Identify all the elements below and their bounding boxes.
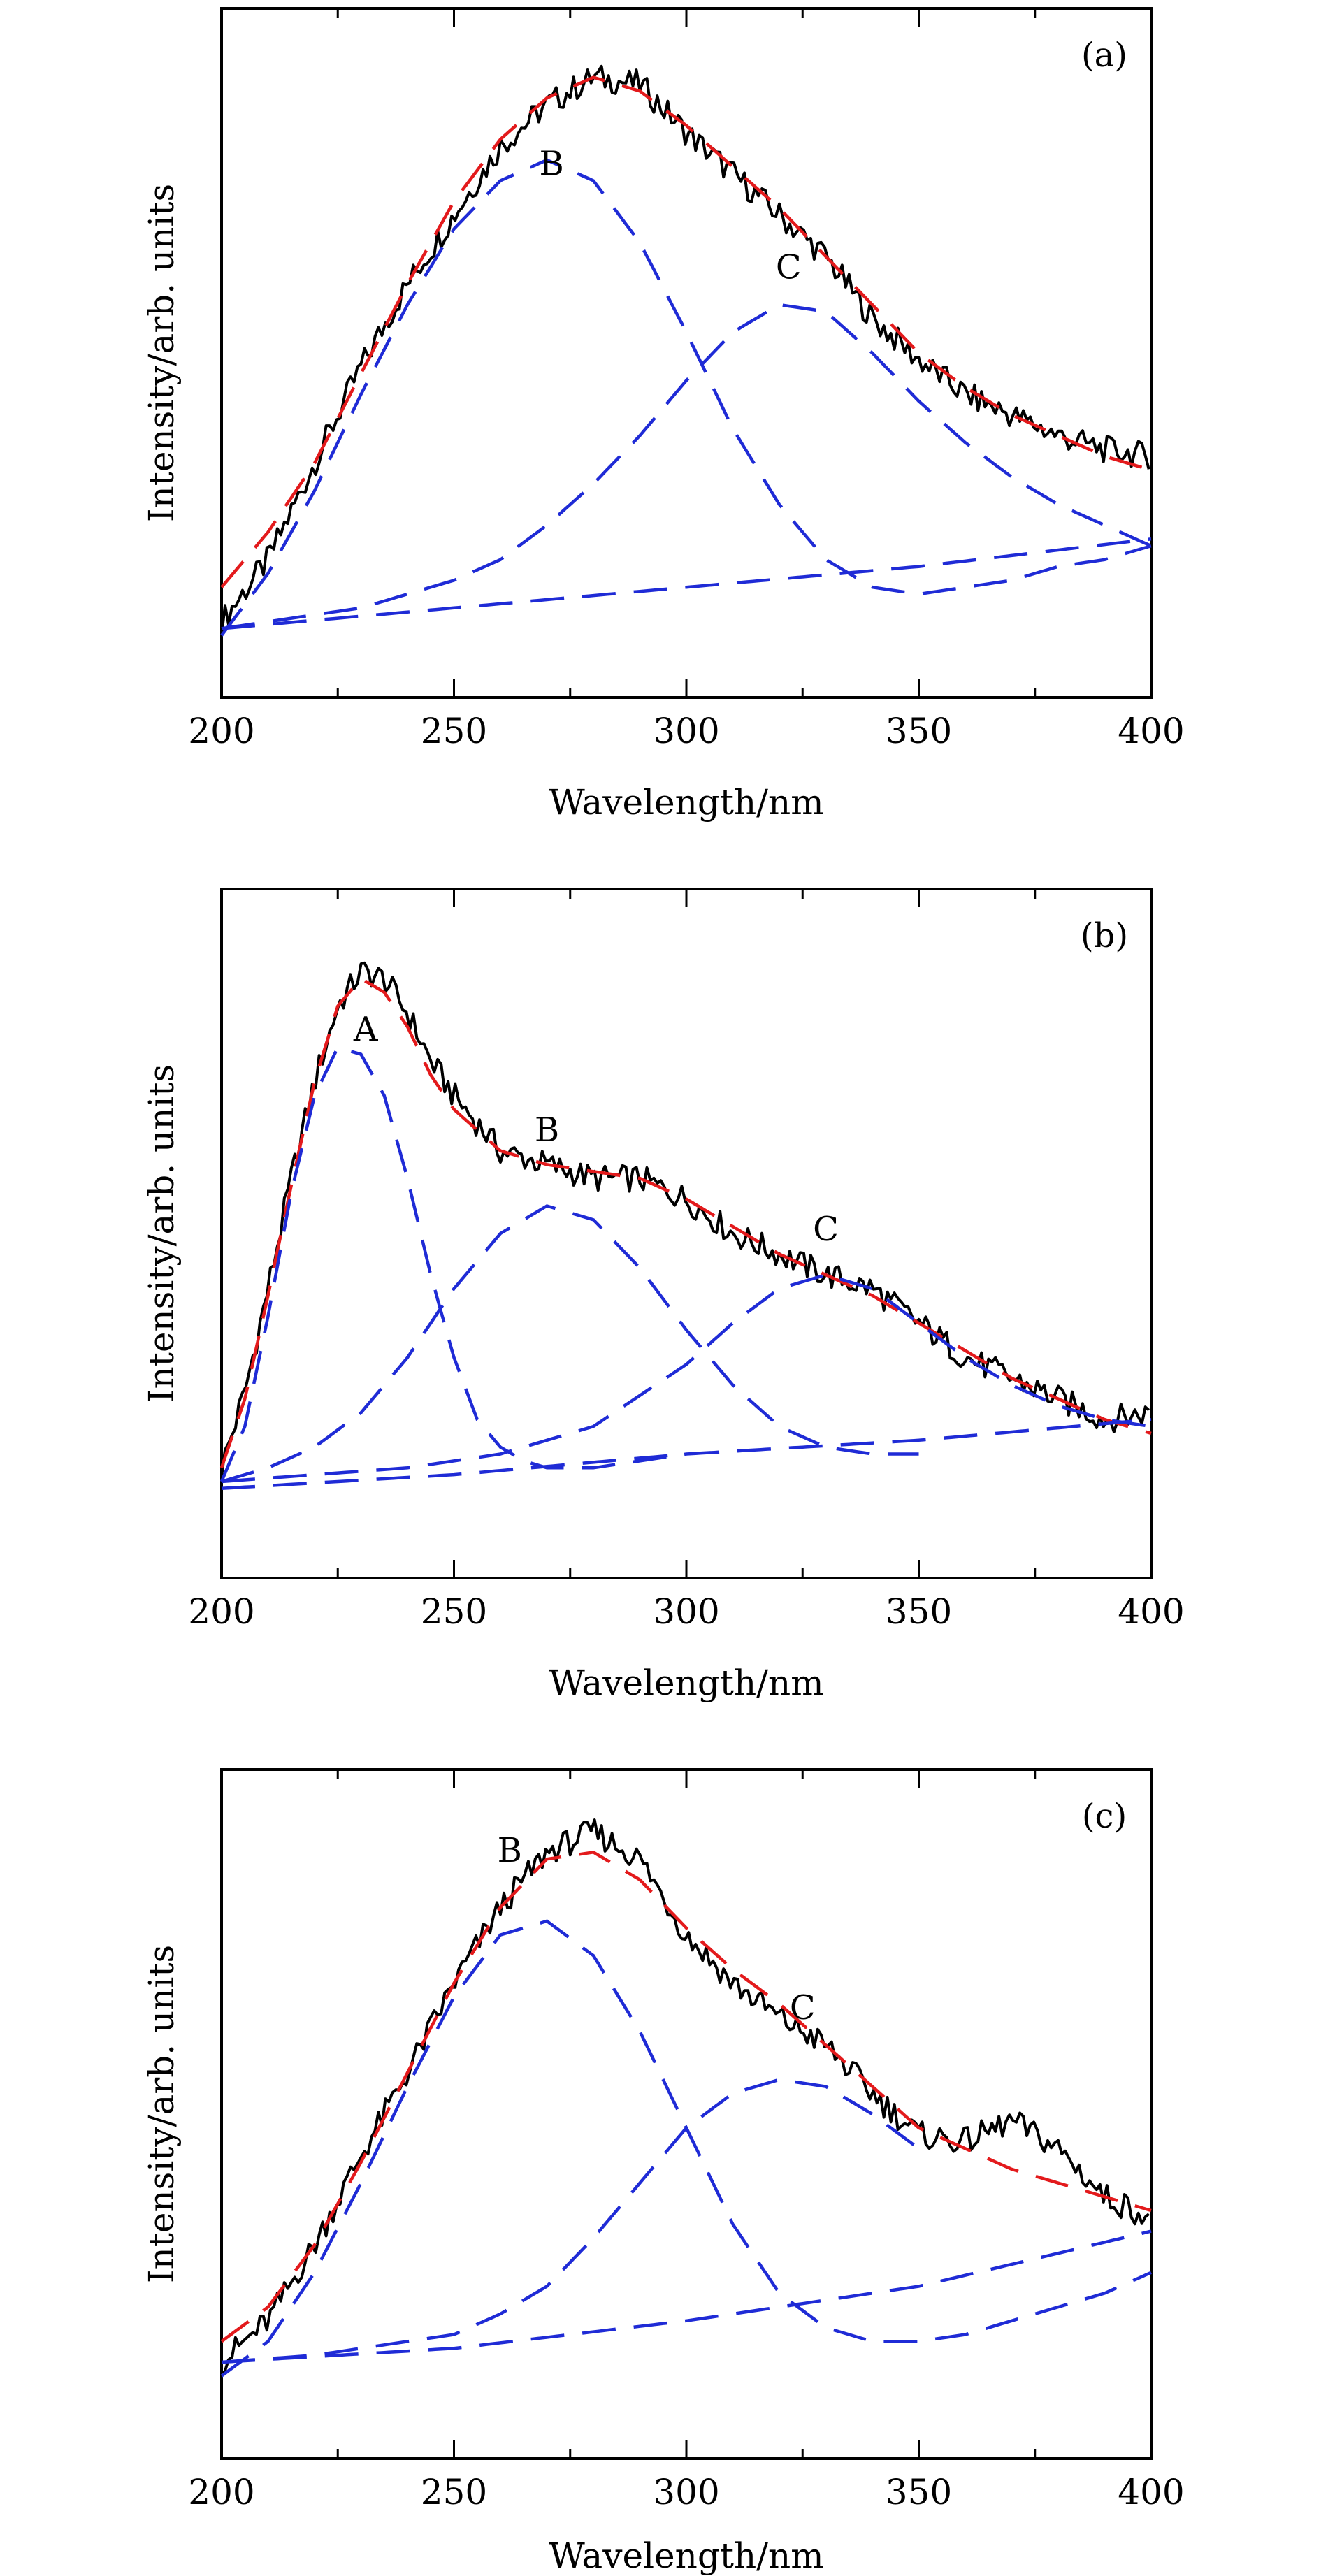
plot-lines: [220, 1818, 1152, 2378]
x-tick-label: 250: [421, 2472, 487, 2512]
panel-c: 200 250 300 350 400 BC (c) Wavelength/nm Int…: [141, 1768, 1185, 2576]
measured-spectrum-line: [220, 64, 1150, 636]
x-tick-label: 350: [886, 711, 952, 751]
x-axis-label: Wavelength/nm: [549, 1663, 823, 1703]
plot-frame: [220, 7, 1153, 699]
gaussian-component-line-2: [219, 1045, 687, 1482]
peak-label-b: B: [535, 1110, 559, 1150]
x-tick-label: 350: [886, 1591, 952, 1632]
gaussian-component-line-3: [221, 1204, 919, 1484]
peak-labels: BC: [498, 1831, 816, 2027]
gaussian-component-line-2: [220, 1919, 1152, 2378]
x-tick-label: 300: [653, 1591, 719, 1632]
gaussian-component-line-5: [221, 1417, 1152, 1491]
fit-envelope-line: [220, 1850, 1152, 2343]
x-tick-labels: 200 250 300 350 400: [188, 1591, 1184, 1632]
peak-labels: A B C: [353, 1010, 839, 1249]
peak-label-a: A: [353, 1010, 379, 1049]
peak-label-c: C: [790, 1988, 816, 2027]
y-axis-label: Intensity/arb. units: [141, 1945, 182, 2283]
x-tick-label: 400: [1118, 711, 1184, 751]
x-tick-labels: 200 250 300 350 400: [188, 711, 1184, 751]
x-tick-label: 200: [188, 711, 254, 751]
y-axis-label: Intensity/arb. units: [141, 1064, 182, 1403]
measured-spectrum-line: [220, 1818, 1150, 2376]
peak-label-b: B: [540, 145, 564, 184]
panel-b: 200 250 300 350 400 A B C (b) Wavelength/nm In…: [141, 888, 1185, 1703]
gaussian-component-line-4: [221, 1273, 1152, 1484]
peak-label-c: C: [813, 1210, 839, 1249]
x-tick-label: 300: [653, 711, 719, 751]
peak-labels: BC: [540, 145, 802, 287]
gaussian-component-line-4: [221, 537, 1152, 630]
peak-label-b: B: [498, 1831, 522, 1870]
plot-frame: [220, 1768, 1153, 2460]
gaussian-component-line-3: [221, 2078, 920, 2364]
x-ticks: [220, 8, 1153, 697]
x-ticks: [220, 889, 1153, 1578]
x-axis-label: Wavelength/nm: [549, 782, 823, 823]
plot-lines: [220, 64, 1152, 637]
x-tick-label: 400: [1118, 1591, 1184, 1632]
panel-tag: (a): [1081, 36, 1127, 75]
plot-lines: [219, 961, 1152, 1491]
x-tick-label: 250: [421, 711, 487, 751]
x-tick-labels: 200 250 300 350 400: [188, 2472, 1184, 2512]
x-tick-label: 200: [188, 2472, 254, 2512]
panel-tag: (c): [1082, 1797, 1127, 1836]
x-tick-label: 250: [421, 1591, 487, 1632]
peak-label-c: C: [776, 248, 802, 287]
x-tick-label: 200: [188, 1591, 254, 1632]
fit-envelope-line: [220, 75, 1152, 588]
fit-envelope-line: [219, 976, 1152, 1468]
panel-a: 200 250 300 350 400 BC (a) Wavelength/nm Int…: [141, 7, 1185, 823]
y-axis-label: Intensity/arb. units: [141, 184, 182, 522]
x-axis-label: Wavelength/nm: [549, 2535, 823, 2576]
x-ticks: [220, 1770, 1153, 2459]
panel-tag: (b): [1081, 916, 1128, 955]
measured-spectrum-line: [220, 961, 1150, 1477]
x-tick-label: 350: [886, 2472, 952, 2512]
gaussian-component-line-3: [221, 303, 1152, 630]
plot-frame: [220, 888, 1153, 1579]
x-tick-label: 300: [653, 2472, 719, 2512]
gaussian-component-line-2: [220, 158, 1152, 637]
gaussian-component-line-4: [221, 2229, 1152, 2364]
x-tick-label: 400: [1118, 2472, 1184, 2512]
